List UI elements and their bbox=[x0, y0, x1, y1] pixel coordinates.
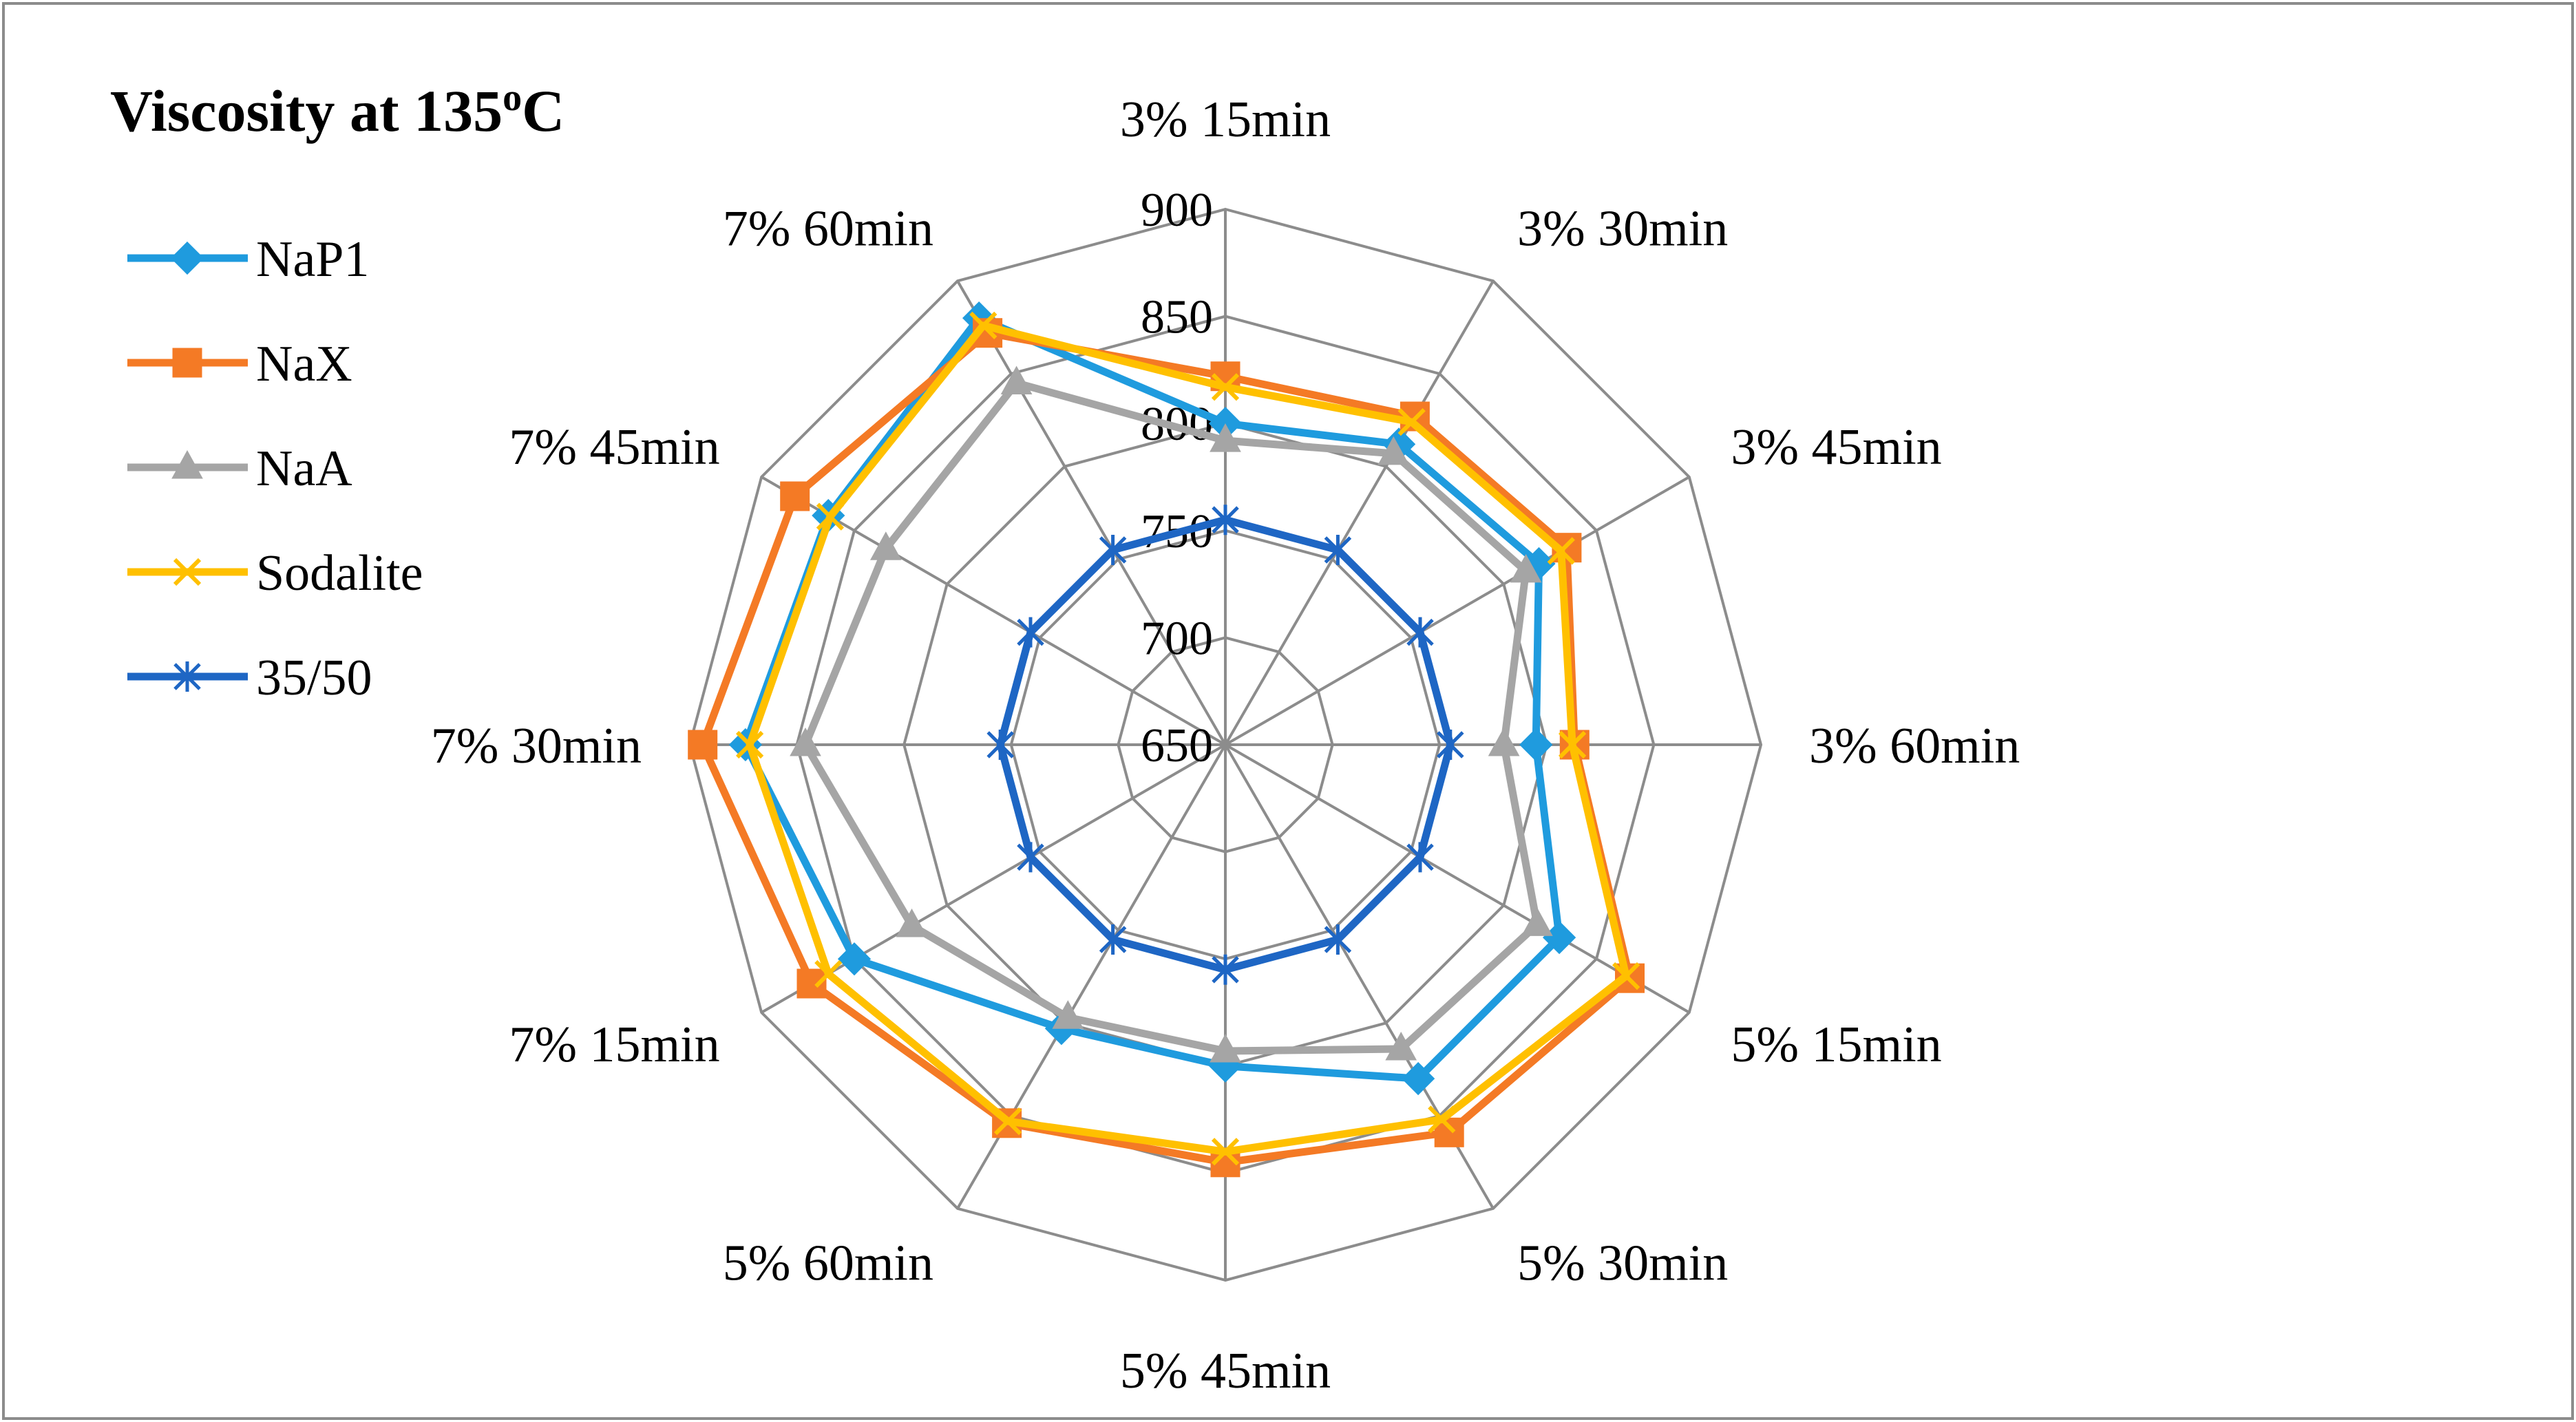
legend-item-NaA: NaA bbox=[127, 441, 352, 497]
point-Sodalite-6 bbox=[1211, 1138, 1240, 1166]
point-NaX-8 bbox=[796, 968, 827, 999]
point-NaA-1 bbox=[1377, 436, 1410, 465]
point-35/50-8 bbox=[1017, 842, 1044, 873]
legend-marker-NaA bbox=[171, 449, 203, 479]
chart-title-sup: o bbox=[503, 76, 522, 119]
legend-label-Sodalite: Sodalite bbox=[256, 545, 423, 602]
point-35/50-0 bbox=[1212, 505, 1239, 535]
point-NaA-6 bbox=[1210, 1033, 1241, 1063]
series-layer bbox=[688, 301, 1645, 1178]
legend-item-35/50: 35/50 bbox=[127, 650, 372, 706]
point-Sodalite-0 bbox=[1211, 373, 1240, 401]
point-Sodalite-7 bbox=[993, 1107, 1022, 1136]
point-35/50-2 bbox=[1406, 617, 1434, 648]
point-NaA-11 bbox=[1000, 365, 1033, 394]
point-NaA-4 bbox=[1521, 907, 1553, 936]
point-NaA-10 bbox=[869, 531, 902, 560]
point-35/50-6 bbox=[1212, 954, 1239, 985]
point-Sodalite-10 bbox=[816, 502, 845, 531]
legend-item-NaX: NaX bbox=[127, 336, 352, 392]
category-labels: 3% 15min 3% 30min 3% 45min 3% 60min 5% 15min… bbox=[431, 92, 2020, 1399]
spoke-2 bbox=[1225, 476, 1690, 746]
point-35/50-1 bbox=[1324, 535, 1352, 565]
category-label-0: 3% 15min bbox=[1120, 92, 1331, 148]
point-NaA-5 bbox=[1385, 1031, 1417, 1061]
tick-label-900: 900 bbox=[1141, 184, 1213, 237]
point-Sodalite-1 bbox=[1397, 407, 1426, 436]
point-Sodalite-2 bbox=[1547, 537, 1575, 565]
chart-title-suffix: C bbox=[522, 78, 564, 144]
point-Sodalite-4 bbox=[1612, 962, 1640, 990]
category-label-11: 7% 60min bbox=[723, 200, 933, 257]
chart-title-main: Viscosity at 135 bbox=[110, 78, 503, 144]
point-35/50-10 bbox=[1017, 617, 1044, 648]
category-label-10: 7% 45min bbox=[509, 419, 719, 476]
series-NaA bbox=[790, 365, 1553, 1063]
category-label-6: 5% 45min bbox=[1120, 1343, 1331, 1399]
legend-label-35/50: 35/50 bbox=[256, 650, 372, 706]
point-Sodalite-5 bbox=[1428, 1105, 1456, 1134]
legend-label-NaP1: NaP1 bbox=[256, 231, 369, 288]
category-label-2: 3% 45min bbox=[1731, 419, 1941, 476]
spoke-8 bbox=[761, 743, 1226, 1014]
spoke-1 bbox=[1224, 280, 1495, 745]
point-NaP1-8 bbox=[837, 942, 872, 976]
category-label-4: 5% 15min bbox=[1731, 1017, 1941, 1073]
legend-item-Sodalite: Sodalite bbox=[127, 545, 423, 602]
point-NaA-9 bbox=[790, 727, 821, 756]
legend: NaP1 NaX NaA Sodalite 35/50 bbox=[127, 231, 423, 706]
point-NaX-9 bbox=[688, 730, 718, 760]
point-35/50-5 bbox=[1324, 924, 1352, 955]
point-35/50-11 bbox=[1099, 535, 1127, 565]
legend-label-NaA: NaA bbox=[256, 441, 352, 497]
spoke-11 bbox=[956, 280, 1227, 745]
point-NaA-7 bbox=[1052, 1000, 1084, 1029]
legend-label-NaX: NaX bbox=[256, 336, 352, 392]
category-label-3: 3% 60min bbox=[1809, 718, 2020, 774]
legend-marker-NaX bbox=[172, 348, 202, 378]
legend-marker-35/50 bbox=[173, 661, 201, 692]
point-35/50-7 bbox=[1099, 924, 1127, 955]
category-label-5: 5% 30min bbox=[1517, 1235, 1728, 1292]
point-NaX-5 bbox=[1434, 1117, 1464, 1147]
legend-marker-Sodalite bbox=[173, 558, 202, 586]
point-35/50-9 bbox=[986, 730, 1014, 760]
point-NaA-3 bbox=[1488, 727, 1520, 756]
category-label-7: 5% 60min bbox=[723, 1235, 933, 1292]
point-Sodalite-11 bbox=[969, 311, 997, 340]
legend-marker-NaP1 bbox=[170, 241, 204, 275]
chart-title: Viscosity at 135oC bbox=[110, 76, 564, 144]
point-NaA-0 bbox=[1210, 423, 1241, 452]
point-NaA-2 bbox=[1510, 553, 1542, 583]
category-label-9: 7% 30min bbox=[431, 718, 642, 774]
point-NaP1-5 bbox=[1401, 1061, 1435, 1096]
point-Sodalite-3 bbox=[1558, 730, 1587, 759]
point-35/50-4 bbox=[1406, 842, 1434, 873]
tick-label-650: 650 bbox=[1141, 719, 1213, 772]
point-35/50-3 bbox=[1437, 730, 1464, 760]
point-Sodalite-8 bbox=[814, 959, 843, 988]
point-NaA-8 bbox=[896, 908, 928, 937]
tick-label-850: 850 bbox=[1141, 291, 1213, 344]
series-Sodalite bbox=[735, 311, 1640, 1166]
point-NaX-10 bbox=[780, 481, 810, 511]
tick-label-700: 700 bbox=[1141, 612, 1213, 665]
category-label-1: 3% 30min bbox=[1517, 200, 1728, 257]
point-NaP1-3 bbox=[1519, 728, 1553, 762]
point-Sodalite-9 bbox=[735, 730, 764, 759]
series-35/50 bbox=[986, 505, 1464, 985]
category-label-8: 7% 15min bbox=[509, 1017, 719, 1073]
legend-item-NaP1: NaP1 bbox=[127, 231, 369, 288]
spoke-4 bbox=[1225, 743, 1690, 1014]
